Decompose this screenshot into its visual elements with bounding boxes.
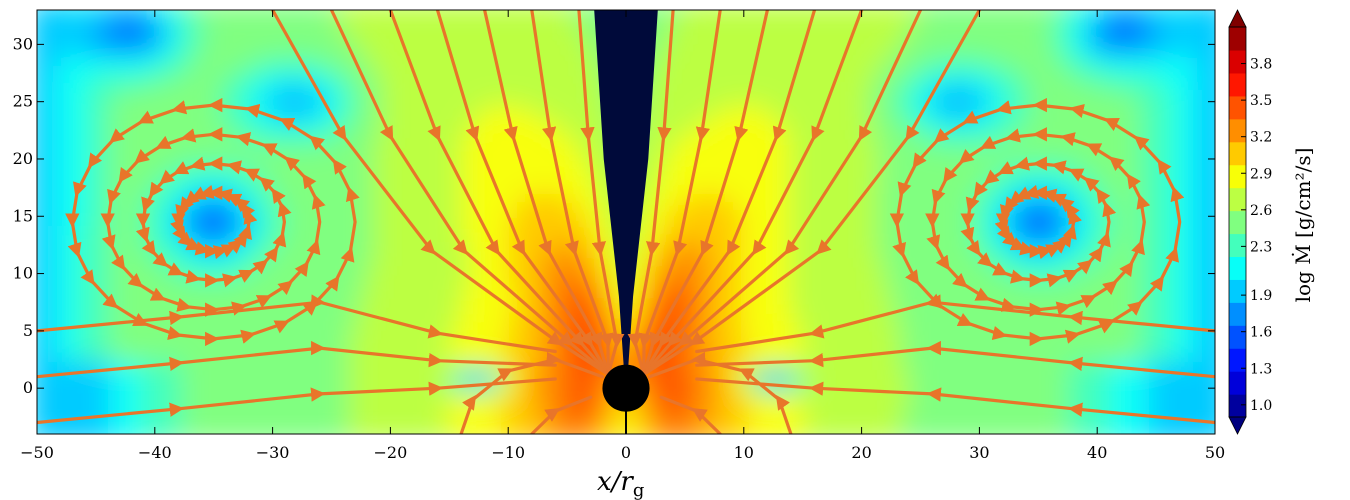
x-tick-label: 30: [969, 443, 989, 462]
x-tick-label: −40: [138, 443, 172, 462]
x-axis: −50 −40 −30 −20 −10 0 10 20 30 40 50: [20, 10, 1225, 462]
vortex-streamline: [889, 97, 1185, 347]
x-tick-label: 50: [1205, 443, 1225, 462]
colorbar-segment: [1229, 233, 1246, 258]
x-tick-label: −20: [374, 443, 408, 462]
colorbar-segment: [1229, 95, 1246, 120]
y-tick-label: 30: [13, 34, 33, 53]
colorbar-tick-label: 3.8: [1250, 57, 1272, 73]
y-tick-label: 5: [23, 321, 33, 340]
y-tick-label: 20: [13, 149, 33, 168]
y-tick-label: 15: [13, 206, 33, 225]
colorbar-extend-bottom: [1228, 416, 1247, 435]
streamline: [648, 351, 793, 434]
colorbar-segment: [1229, 210, 1246, 235]
colorbar-tick-label: 1.9: [1250, 288, 1272, 304]
jet-funnel: [594, 10, 658, 366]
vortex-streamline: [65, 97, 360, 347]
x-tick-label: 20: [851, 443, 871, 462]
streamline: [659, 395, 722, 434]
colorbar-tick-label: 2.9: [1250, 166, 1272, 182]
colorbar-tick-label: 1.3: [1250, 361, 1272, 377]
x-tick-label: −10: [491, 443, 525, 462]
colorbar-title: log Ṁ [g/cm²/s]: [1291, 148, 1315, 303]
y-tick-label: 25: [13, 92, 33, 111]
colorbar-segment: [1229, 187, 1246, 212]
y-tick-label: 0: [23, 378, 33, 397]
colorbar-segment: [1229, 164, 1246, 189]
x-tick-label: −50: [20, 443, 54, 462]
x-tick-label: 40: [1087, 443, 1107, 462]
x-axis-title: x/rg: [597, 467, 644, 500]
colorbar-tick-label: 2.3: [1250, 239, 1272, 255]
y-tick-label: 10: [13, 264, 33, 283]
colorbar-segment: [1229, 256, 1246, 280]
colorbar-segment: [1229, 394, 1246, 418]
colorbar-segment: [1229, 325, 1246, 349]
colorbar-extend-top: [1228, 9, 1247, 28]
colorbar-segment: [1229, 141, 1246, 166]
y-axis: 0 5 10 15 20 25 30: [13, 34, 1215, 397]
streamlines: [37, 10, 1215, 434]
colorbar-tick-label: 1.0: [1250, 398, 1272, 414]
colorbar-segment: [1229, 348, 1246, 372]
x-tick-label: 0: [621, 443, 631, 462]
colorbar-segment: [1229, 371, 1246, 395]
streamline: [459, 351, 604, 434]
colorbar-segment: [1229, 118, 1246, 143]
colorbar: 1.0 1.3 1.6 1.9 2.3 2.6 2.9 3.2 3.5 3.8: [1228, 9, 1272, 435]
colorbar-segment: [1229, 27, 1246, 51]
colorbar-segment: [1229, 72, 1246, 97]
streamline: [271, 10, 610, 376]
colorbar-segment: [1229, 49, 1246, 74]
streamline: [642, 10, 981, 376]
colorbar-tick-label: 2.6: [1250, 203, 1272, 219]
colorbar-frame: [1228, 26, 1247, 418]
colorbar-segment: [1229, 279, 1246, 303]
colorbar-tick-label: 3.2: [1250, 130, 1272, 146]
streamline: [530, 395, 593, 434]
colorbar-tick-label: 3.5: [1250, 93, 1272, 109]
flux-field: [37, 10, 1215, 434]
colorbar-tick-label: 1.6: [1250, 325, 1272, 341]
colorbar-segment: [1229, 302, 1246, 326]
x-tick-label: −30: [256, 443, 290, 462]
x-tick-label: 10: [734, 443, 754, 462]
